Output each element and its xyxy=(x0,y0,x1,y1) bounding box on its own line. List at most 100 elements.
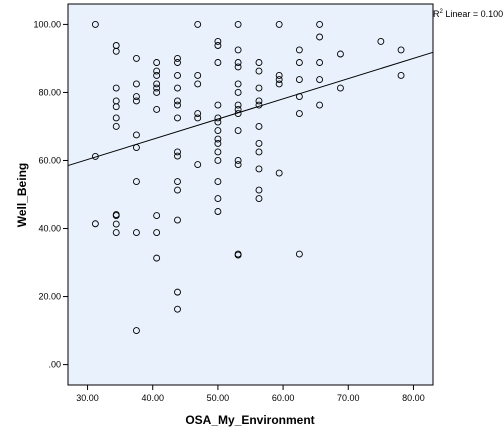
data-point xyxy=(112,220,120,228)
data-point xyxy=(234,127,242,134)
data-point xyxy=(153,106,161,113)
data-point xyxy=(174,186,181,194)
data-point xyxy=(174,288,181,296)
data-point xyxy=(132,327,140,335)
data-points xyxy=(91,20,405,335)
data-point xyxy=(255,67,263,75)
data-point xyxy=(255,97,263,105)
data-point xyxy=(194,71,202,79)
plot-background xyxy=(67,3,434,386)
data-point xyxy=(275,71,283,79)
data-point xyxy=(275,80,283,88)
x-tick-label: 70.00 xyxy=(337,393,360,403)
data-point xyxy=(234,101,242,109)
data-point xyxy=(174,84,181,92)
data-point xyxy=(214,140,222,147)
data-point xyxy=(397,46,405,54)
data-point xyxy=(316,59,324,66)
data-point xyxy=(174,148,181,156)
data-point xyxy=(234,157,242,164)
data-point xyxy=(153,84,161,92)
data-point xyxy=(214,37,222,45)
y-axis-title: Well_Being xyxy=(15,163,29,227)
x-axis-title: OSA_My_Environment xyxy=(185,413,314,427)
data-point xyxy=(234,59,242,66)
linear-fit-line xyxy=(67,51,434,167)
data-point xyxy=(112,84,120,92)
data-point xyxy=(255,148,263,156)
data-point xyxy=(255,195,263,203)
data-point xyxy=(132,80,140,88)
data-point xyxy=(214,178,222,186)
data-point xyxy=(112,103,120,111)
data-point xyxy=(153,88,161,96)
data-point xyxy=(255,140,263,147)
data-point xyxy=(174,71,181,79)
data-point xyxy=(295,76,303,83)
data-point xyxy=(132,178,140,186)
data-point xyxy=(397,71,405,79)
data-point xyxy=(316,101,324,109)
r2-label: R2 Linear = 0.100 xyxy=(433,9,503,19)
data-point xyxy=(275,20,283,28)
data-point xyxy=(174,178,181,186)
data-point xyxy=(234,20,242,28)
data-point xyxy=(234,88,242,96)
data-point xyxy=(153,71,161,79)
data-point xyxy=(214,157,222,164)
data-point xyxy=(275,169,283,177)
y-tick-label: 60.00 xyxy=(38,155,61,165)
data-point xyxy=(194,80,202,88)
x-tick-label: 50.00 xyxy=(207,393,230,403)
data-point xyxy=(194,110,202,117)
data-point xyxy=(132,97,140,105)
data-point xyxy=(112,123,120,130)
data-point xyxy=(153,212,161,220)
x-tick-label: 40.00 xyxy=(141,393,164,403)
data-point xyxy=(174,305,181,313)
data-point xyxy=(153,229,161,237)
x-axis: 30.00 40.00 50.00 60.00 70.00 80.00 xyxy=(76,385,425,403)
data-point xyxy=(234,80,242,88)
data-point xyxy=(194,161,202,169)
data-point xyxy=(214,101,222,109)
x-tick-label: 60.00 xyxy=(272,393,295,403)
y-axis: .00 20.00 40.00 60.00 80.00 100.00 xyxy=(33,19,68,370)
data-point xyxy=(194,114,202,122)
y-tick-label: 40.00 xyxy=(38,224,61,234)
data-point xyxy=(153,254,161,262)
data-point xyxy=(174,54,181,62)
data-point xyxy=(214,59,222,66)
data-point xyxy=(214,195,222,203)
data-point xyxy=(132,54,140,62)
data-point xyxy=(214,135,222,143)
data-point xyxy=(295,59,303,66)
data-point xyxy=(214,42,222,49)
data-point xyxy=(153,67,161,75)
x-tick-label: 30.00 xyxy=(76,393,99,403)
data-point xyxy=(112,212,120,220)
data-point xyxy=(112,114,120,122)
data-point xyxy=(153,59,161,66)
data-point xyxy=(112,47,120,55)
r2-label-superscript: 2 xyxy=(440,9,444,15)
data-point xyxy=(255,123,263,130)
r2-label-prefix: R xyxy=(433,9,440,19)
data-point xyxy=(174,97,181,105)
data-point xyxy=(174,114,181,122)
data-point xyxy=(316,20,324,28)
data-point xyxy=(234,46,242,54)
data-point xyxy=(295,250,303,258)
data-point xyxy=(91,20,99,28)
data-point xyxy=(194,20,202,28)
x-tick-label: 80.00 xyxy=(402,393,425,403)
data-point xyxy=(255,59,263,66)
data-point xyxy=(214,148,222,156)
data-point xyxy=(174,59,181,66)
y-tick-label: .00 xyxy=(48,360,61,370)
data-point xyxy=(112,229,120,237)
data-point xyxy=(132,93,140,100)
data-point xyxy=(295,46,303,54)
data-point xyxy=(91,220,99,228)
